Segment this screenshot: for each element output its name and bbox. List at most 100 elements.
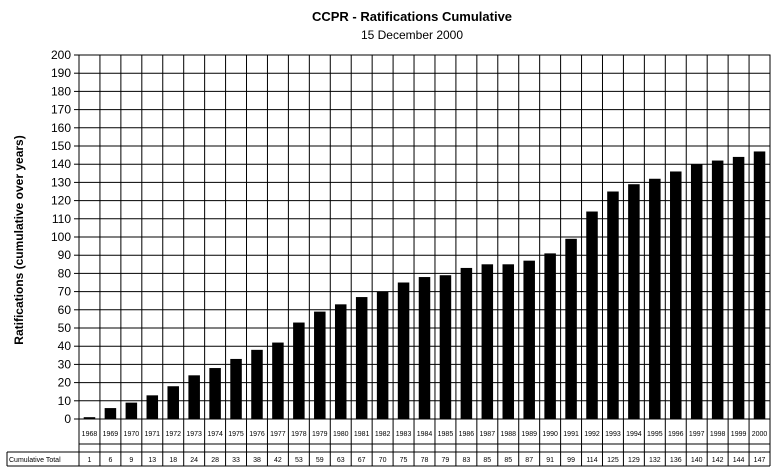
x-tick-label: 1993 — [605, 431, 621, 438]
x-tick-label: 1990 — [542, 431, 558, 438]
x-tick-label: 1986 — [459, 431, 475, 438]
data-label: 18 — [169, 457, 177, 464]
x-tick-label: 1968 — [82, 431, 98, 438]
x-tick-label: 1997 — [689, 431, 705, 438]
chart-title: CCPR - Ratifications Cumulative — [311, 9, 513, 24]
bar — [104, 408, 117, 419]
data-label: 87 — [525, 457, 533, 464]
y-tick-label: 90 — [58, 248, 72, 262]
data-label: 132 — [649, 457, 661, 464]
data-label: 79 — [442, 457, 450, 464]
x-tick-label: 1975 — [228, 431, 244, 438]
x-tick-label: 1976 — [249, 431, 265, 438]
y-tick-label: 10 — [58, 394, 72, 408]
y-tick-label: 150 — [51, 139, 71, 153]
bar — [732, 156, 745, 420]
bar — [230, 358, 242, 419]
x-tick-label: 1991 — [563, 431, 579, 438]
bar — [523, 260, 535, 419]
y-tick-label: 70 — [58, 285, 72, 299]
bar — [628, 184, 640, 419]
y-tick-label: 40 — [58, 339, 72, 353]
x-tick-label: 1984 — [417, 431, 433, 438]
data-label: 99 — [567, 457, 575, 464]
y-tick-label: 120 — [51, 194, 71, 208]
y-tick-labels: 0 10 20 30 40 50 60 70 80 90 100 110 120 130 140 150 160… — [51, 48, 71, 426]
data-label: 125 — [607, 457, 619, 464]
y-tick-label: 20 — [58, 376, 72, 390]
table-row-label: Cumulative Total — [9, 457, 61, 464]
bar — [355, 297, 368, 419]
y-tick-label: 60 — [58, 303, 72, 317]
data-label: 38 — [253, 457, 261, 464]
bar — [690, 164, 703, 419]
data-label: 13 — [148, 457, 156, 464]
x-tick-label: 1969 — [103, 431, 119, 438]
bar — [146, 395, 159, 419]
x-tick-label: 1978 — [291, 431, 307, 438]
y-tick-label: 100 — [51, 230, 71, 244]
x-tick-label: 1970 — [124, 431, 140, 438]
x-tick-label: 1971 — [144, 431, 160, 438]
bar — [188, 375, 200, 419]
data-label: 53 — [295, 457, 303, 464]
bar — [167, 386, 179, 419]
data-label: 144 — [733, 457, 745, 464]
x-tick-label: 1989 — [521, 431, 537, 438]
bar — [544, 253, 556, 419]
bar — [711, 160, 724, 419]
bar — [460, 267, 473, 419]
data-label: 63 — [337, 457, 345, 464]
data-label: 140 — [691, 457, 703, 464]
x-tick-label: 1987 — [480, 431, 496, 438]
data-label: 1 — [88, 457, 92, 464]
y-tick-label: 160 — [51, 121, 71, 135]
data-label: 129 — [628, 457, 640, 464]
bar — [376, 291, 389, 419]
data-label: 70 — [379, 457, 387, 464]
x-tick-label: 1972 — [165, 431, 181, 438]
data-label: 33 — [232, 457, 240, 464]
bar — [586, 211, 598, 419]
y-tick-label: 80 — [58, 266, 72, 280]
bar — [502, 264, 515, 419]
bar — [753, 151, 766, 419]
bars — [83, 151, 766, 420]
bar — [251, 349, 263, 419]
data-label: 114 — [586, 457, 597, 464]
data-table: 1968 1 1969 6 1970 9 1971 13 1972 18 1973 24 1974 28 1… — [6, 418, 770, 467]
bar — [209, 368, 221, 419]
y-tick-label: 50 — [58, 321, 72, 335]
y-tick-label: 140 — [51, 157, 71, 171]
bar — [439, 275, 452, 419]
x-tick-label: 1979 — [312, 431, 328, 438]
data-label: 136 — [670, 457, 682, 464]
y-axis-label: Ratifications (cumulative over years) — [12, 135, 26, 344]
data-label: 67 — [358, 457, 366, 464]
y-tick-label: 30 — [58, 357, 72, 371]
y-tick-label: 170 — [51, 103, 71, 117]
bar — [272, 342, 284, 419]
y-tick-label: 190 — [51, 66, 71, 80]
data-label: 147 — [754, 457, 766, 464]
x-tick-label: 1999 — [731, 431, 747, 438]
bar — [125, 402, 138, 419]
x-tick-label: 1988 — [500, 431, 516, 438]
data-label: 142 — [712, 457, 724, 464]
data-label: 28 — [211, 457, 219, 464]
x-tick-label: 1998 — [710, 431, 726, 438]
x-tick-label: 1977 — [270, 431, 286, 438]
x-tick-label: 1995 — [647, 431, 663, 438]
data-label: 42 — [274, 457, 282, 464]
data-label: 85 — [504, 457, 512, 464]
y-tick-label: 130 — [51, 175, 71, 189]
x-tick-label: 1981 — [354, 431, 370, 438]
data-label: 9 — [129, 457, 133, 464]
x-tick-label: 2000 — [752, 431, 768, 438]
bar — [481, 264, 494, 419]
y-tick-label: 200 — [51, 48, 71, 62]
data-label: 75 — [400, 457, 408, 464]
bar — [670, 171, 682, 419]
bar — [83, 417, 96, 419]
